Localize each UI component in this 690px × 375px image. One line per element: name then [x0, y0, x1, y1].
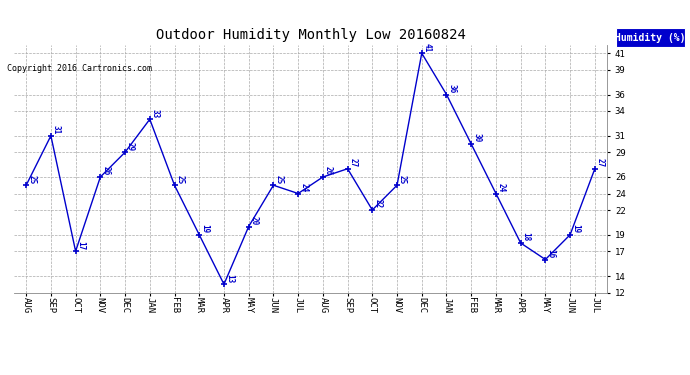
Text: 26: 26 [324, 166, 333, 176]
Text: 27: 27 [348, 158, 357, 167]
Text: 20: 20 [250, 216, 259, 225]
Text: 25: 25 [27, 175, 36, 184]
Text: 27: 27 [596, 158, 605, 167]
Title: Outdoor Humidity Monthly Low 20160824: Outdoor Humidity Monthly Low 20160824 [155, 28, 466, 42]
Text: 19: 19 [571, 224, 580, 233]
Text: 31: 31 [52, 125, 61, 134]
Text: 22: 22 [373, 200, 382, 208]
Text: 25: 25 [398, 175, 407, 184]
Text: 17: 17 [77, 241, 86, 250]
Text: 26: 26 [101, 166, 110, 176]
Text: 24: 24 [299, 183, 308, 192]
Text: 41: 41 [423, 43, 432, 52]
Text: 36: 36 [448, 84, 457, 93]
Text: 18: 18 [522, 232, 531, 242]
Text: 29: 29 [126, 142, 135, 151]
Text: 25: 25 [275, 175, 284, 184]
Text: 16: 16 [546, 249, 555, 258]
Text: Copyright 2016 Cartronics.com: Copyright 2016 Cartronics.com [7, 64, 152, 73]
Text: 25: 25 [175, 175, 184, 184]
Text: 13: 13 [225, 274, 234, 283]
Text: Humidity (%): Humidity (%) [615, 33, 686, 42]
Text: 19: 19 [200, 224, 209, 233]
Text: 33: 33 [151, 109, 160, 118]
Text: 24: 24 [497, 183, 506, 192]
Text: 30: 30 [472, 134, 481, 142]
